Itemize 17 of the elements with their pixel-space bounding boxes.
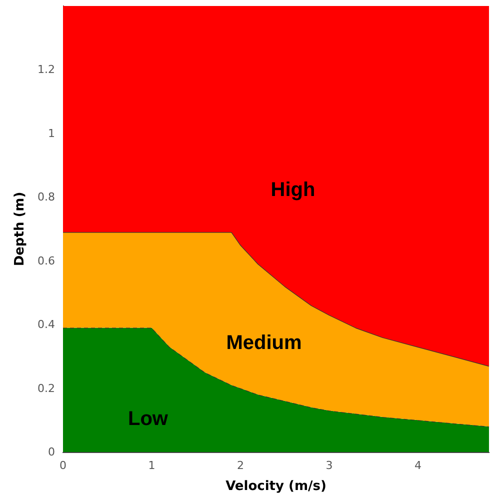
y-tick-label: 0.2 (38, 382, 55, 395)
y-tick-label: 1 (48, 126, 55, 140)
x-axis-title: Velocity (m/s) (226, 479, 326, 494)
y-tick-label: 0.4 (38, 318, 55, 332)
x-tick-label: 0 (60, 459, 66, 472)
annotation: High (270, 179, 316, 201)
x-tick-label: 1 (148, 459, 156, 472)
x-tick-label: 2 (237, 459, 244, 472)
y-axis-title: Depth (m) (12, 192, 28, 266)
annotation: Medium (226, 332, 302, 354)
y-tick-label: 0.8 (38, 190, 55, 204)
y-tick-label: 0.6 (38, 254, 55, 268)
x-tick-label: 4 (414, 459, 422, 472)
y-tick-label: 0 (48, 446, 55, 458)
x-tick-label: 3 (326, 459, 333, 472)
annotation: Low (128, 408, 168, 430)
y-tick-label: 1.2 (38, 63, 55, 76)
